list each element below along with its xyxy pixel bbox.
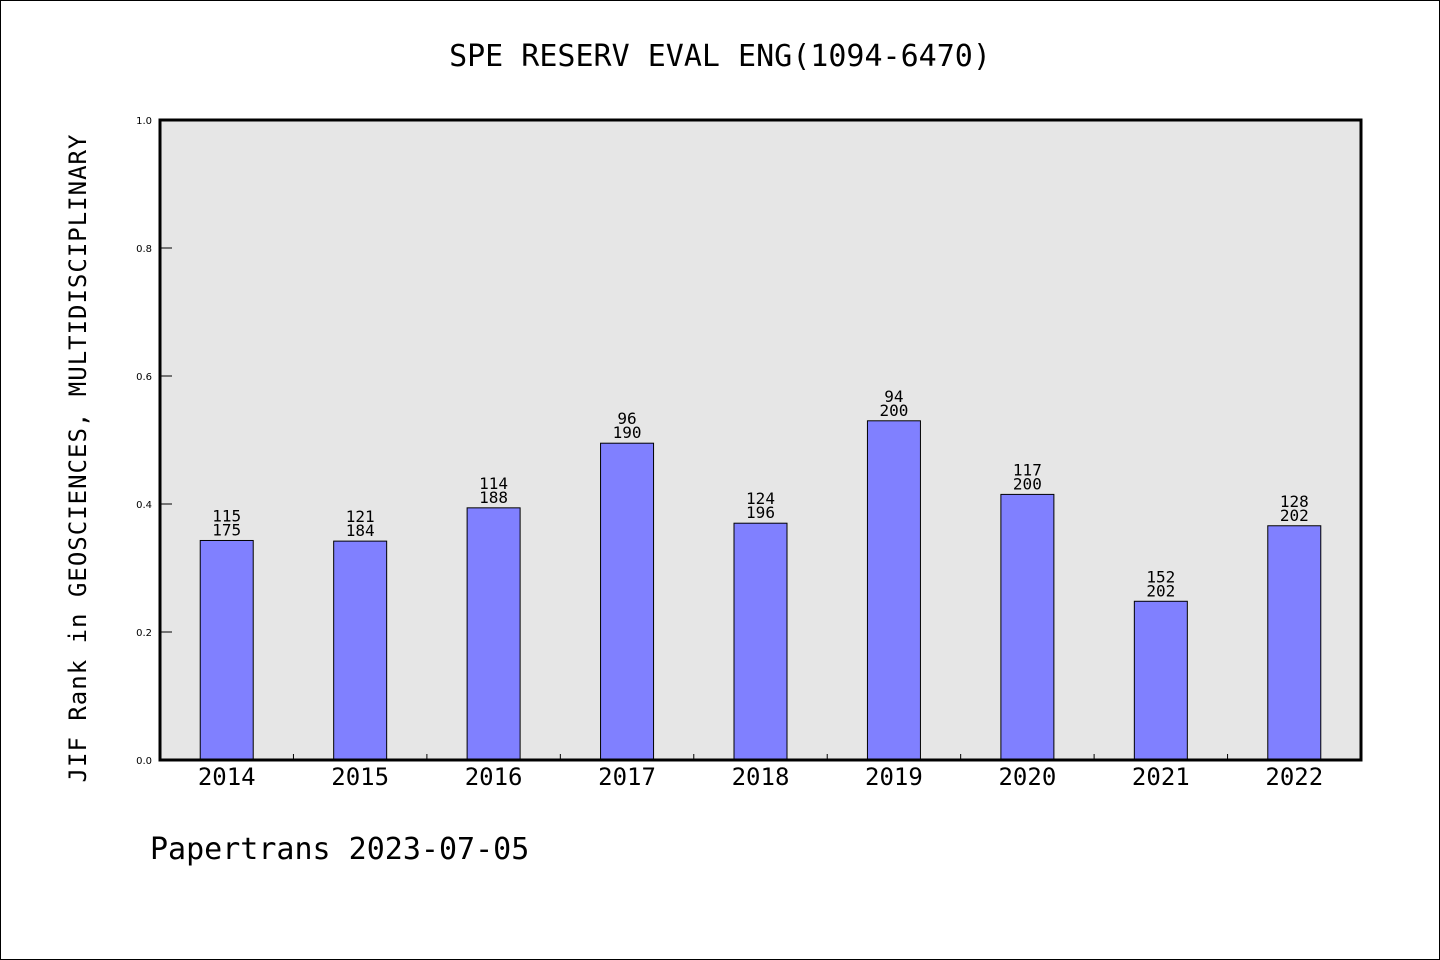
bars-layer: 1151751211841141889619012419694200117200… [199, 387, 1322, 761]
plot-border [158, 118, 1363, 762]
data-label-total: 202 [1146, 581, 1175, 600]
data-label-rank: 121 [346, 507, 375, 526]
chart-title: SPE RESERV EVAL ENG(1094-6470) [449, 39, 991, 74]
bar-2020 [1000, 493, 1055, 761]
data-label-total: 196 [746, 503, 775, 522]
footer-credit: Papertrans 2023-07-05 [150, 832, 530, 867]
bar-2019 [866, 420, 921, 761]
data-label-total: 200 [879, 401, 908, 420]
data-label-rank: 114 [479, 474, 508, 493]
y-tick-label: 0.0 [136, 756, 152, 767]
bar-2022 [1267, 525, 1322, 761]
bar-2018 [733, 522, 788, 761]
x-tick-label: 2020 [998, 763, 1056, 791]
y-tick-label: 0.4 [136, 500, 152, 511]
y-tick-label: 0.2 [136, 628, 152, 639]
bar-2015 [333, 540, 388, 761]
x-tick-label: 2017 [598, 763, 656, 791]
y-tick-label: 0.8 [136, 244, 152, 255]
data-label-rank: 128 [1280, 492, 1309, 511]
y-tick-label: 1.0 [136, 116, 152, 127]
bar-2021 [1133, 600, 1188, 761]
data-label-total: 200 [1013, 474, 1042, 493]
data-label-total: 202 [1280, 506, 1309, 525]
data-label-rank: 115 [212, 506, 241, 525]
x-tick-label: 2015 [331, 763, 389, 791]
data-label-rank: 96 [617, 409, 636, 428]
data-label-total: 184 [346, 521, 375, 540]
bar-2014 [199, 539, 254, 761]
data-label-total: 188 [479, 488, 508, 507]
bar-2017 [600, 442, 655, 761]
data-label-rank: 117 [1013, 460, 1042, 479]
y-axis-label: JIF Rank in GEOSCIENCES, MULTIDISCIPLINA… [64, 134, 92, 783]
data-label-total: 175 [212, 520, 241, 539]
data-label-rank: 124 [746, 489, 775, 508]
data-label-rank: 94 [884, 387, 903, 406]
y-tick-label: 0.6 [136, 372, 152, 383]
x-tick-label: 2018 [732, 763, 790, 791]
data-label-total: 190 [613, 423, 642, 442]
bar-2016 [466, 507, 521, 761]
x-tick-label: 2021 [1132, 763, 1190, 791]
x-tick-label: 2019 [865, 763, 923, 791]
x-tick-label: 2014 [198, 763, 256, 791]
x-tick-label: 2022 [1265, 763, 1323, 791]
ticks-layer: 0.0 0.2 0.4 0.6 0.8 1.0 2014 2015 2016 2017 2018 20… [136, 116, 1323, 791]
data-label-rank: 152 [1146, 567, 1175, 586]
x-tick-label: 2016 [465, 763, 523, 791]
